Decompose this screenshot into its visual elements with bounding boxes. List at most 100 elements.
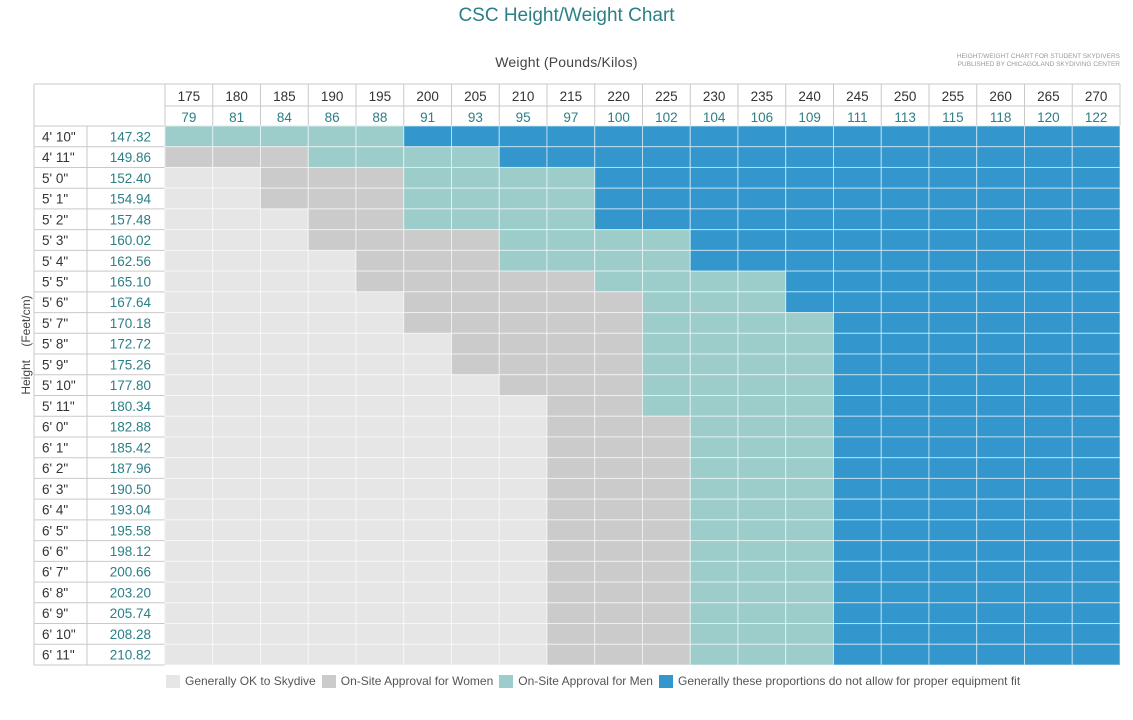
chart-cell [785,457,834,479]
chart-cell [833,125,882,148]
chart-cell [546,623,596,645]
chart-cell [880,353,930,376]
chart-cell [355,332,405,355]
chart-cell [1071,125,1121,148]
chart-cell [260,540,309,562]
chart-cell [355,208,405,231]
chart-cell [785,519,834,542]
chart-cell [594,332,643,355]
chart-cell [976,540,1025,562]
height-cm-label: 157.48 [110,212,151,227]
weight-kg-label: 104 [703,110,726,125]
chart-cell [833,581,882,604]
height-cm-label: 203.20 [110,585,151,600]
chart-cell [307,643,357,666]
chart-cell [737,187,787,210]
chart-cell [307,187,357,210]
chart-cell [355,353,405,376]
height-ft-label: 5' 3" [42,233,68,248]
height-ft-label: 4' 11" [42,150,75,165]
chart-cell [880,332,930,355]
chart-cell [976,395,1025,417]
chart-cell [212,581,261,604]
chart-cell [976,270,1025,293]
chart-cell [451,229,500,251]
chart-cell [403,498,452,521]
chart-cell [1024,229,1073,251]
chart-cell [546,415,596,438]
chart-cell [212,519,261,542]
chart-cell [880,187,930,210]
chart-cell [164,540,214,562]
chart-cell [546,249,596,272]
chart-cell [642,187,691,210]
chart-cell [451,332,500,355]
height-ft-label: 6' 6" [42,544,68,559]
weight-lb-label: 190 [321,89,344,104]
chart-cell [546,477,596,500]
chart-cell [928,374,978,396]
chart-cell [594,187,643,210]
chart-cell [403,125,452,148]
chart-cell [212,166,261,189]
chart-cell [212,187,261,210]
chart-cell [594,623,643,645]
chart-cell [164,166,214,189]
chart-cell [546,436,596,459]
chart-cell [355,519,405,542]
chart-cell [928,457,978,479]
chart-cell [212,540,261,562]
chart-cell [1071,519,1121,542]
weight-lb-label: 240 [798,89,821,104]
weight-lb-label: 270 [1085,89,1108,104]
chart-cell [498,581,548,604]
weight-lb-label: 260 [989,89,1012,104]
chart-cell [164,436,214,459]
chart-cell [164,187,214,210]
chart-cell [355,125,405,148]
chart-cell [1024,643,1073,666]
chart-cell [833,374,882,396]
chart-cell [498,395,548,417]
chart-cell [164,291,214,314]
height-ft-label: 6' 9" [42,606,68,621]
height-ft-label: 6' 11" [42,648,75,663]
chart-cell [642,477,691,500]
chart-cell [880,249,930,272]
chart-cell [737,581,787,604]
chart-cell [976,353,1025,376]
chart-cell [498,187,548,210]
height-ft-label: 5' 1" [42,192,68,207]
chart-cell [833,643,882,666]
height-cm-label: 175.26 [110,357,151,372]
chart-cell [785,581,834,604]
chart-cell [164,560,214,583]
chart-cell [594,498,643,521]
weight-kg-label: 81 [229,110,244,125]
weight-kg-label: 97 [563,110,578,125]
chart-cell [642,312,691,334]
chart-cell [689,623,739,645]
chart-cell [212,291,261,314]
chart-cell [928,332,978,355]
chart-cell [976,187,1025,210]
chart-cell [594,519,643,542]
chart-cell [260,208,309,231]
chart-cell [1071,187,1121,210]
chart-cell [833,477,882,500]
weight-lb-label: 180 [225,89,248,104]
height-ft-label: 5' 10" [42,378,76,393]
chart-cell [976,249,1025,272]
chart-cell [689,519,739,542]
chart-cell [212,498,261,521]
chart-cell [737,229,787,251]
chart-cell [1024,540,1073,562]
chart-cell [498,560,548,583]
chart-cell [260,146,309,168]
chart-cell [212,312,261,334]
chart-cell [737,519,787,542]
weight-kg-label: 102 [655,110,678,125]
chart-cell [833,146,882,168]
legend-label-women: On-Site Approval for Women [340,674,494,688]
chart-cell [880,146,930,168]
